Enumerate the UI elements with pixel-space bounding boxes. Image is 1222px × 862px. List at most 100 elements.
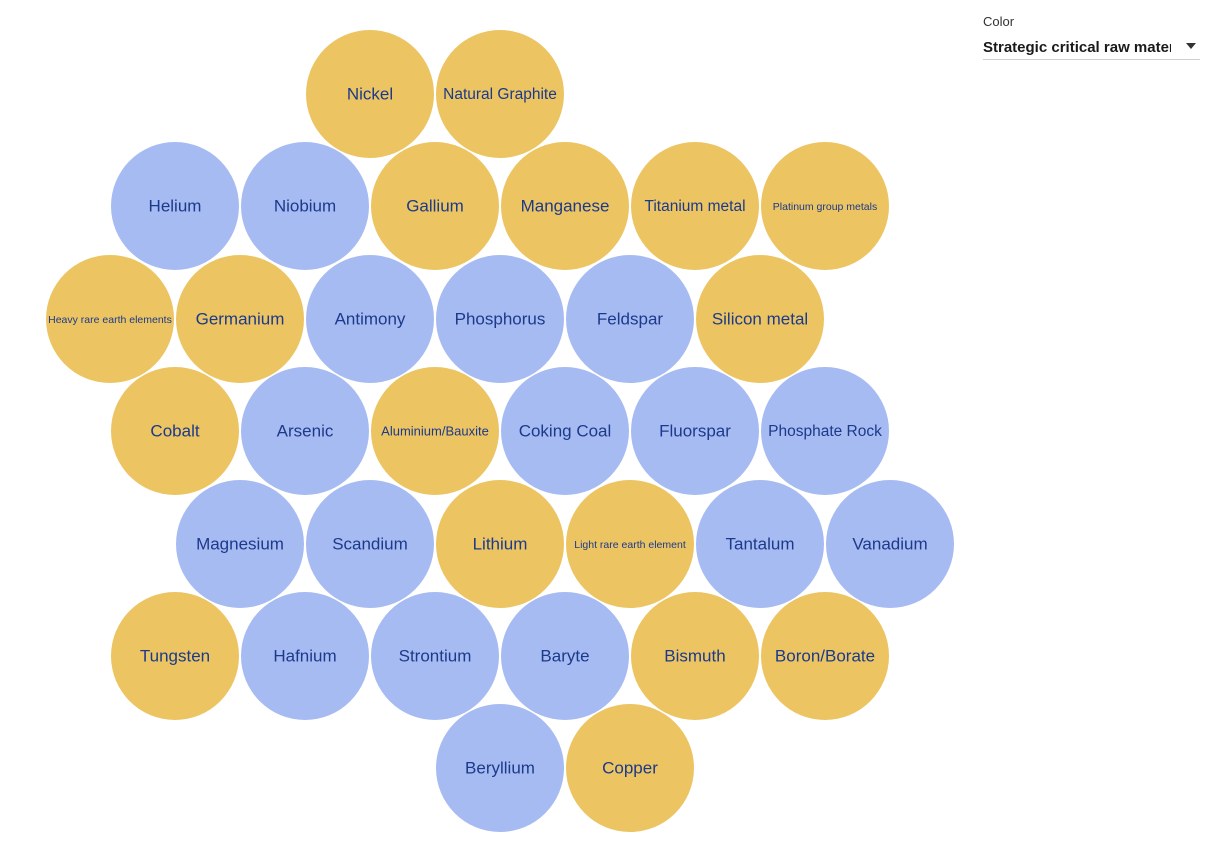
bubble-label: Heavy rare earth elements [48, 314, 172, 326]
bubble-platinum-group-metals[interactable]: Platinum group metals [761, 142, 889, 270]
bubble-phosphate-rock[interactable]: Phosphate Rock [761, 367, 889, 495]
bubble-baryte[interactable]: Baryte [501, 592, 629, 720]
bubble-label: Phosphate Rock [768, 423, 882, 440]
bubble-circle[interactable] [631, 592, 759, 720]
bubble-lithium[interactable]: Lithium [436, 480, 564, 608]
bubble-label: Copper [602, 758, 658, 777]
bubble-label: Manganese [521, 196, 610, 215]
bubble-circle[interactable] [46, 255, 174, 383]
bubble-helium[interactable]: Helium [111, 142, 239, 270]
bubble-arsenic[interactable]: Arsenic [241, 367, 369, 495]
bubble-light-rare-earth-element[interactable]: Light rare earth element [566, 480, 694, 608]
color-control: Color Strategic critical raw materials [983, 14, 1200, 60]
chevron-down-icon[interactable] [1186, 43, 1196, 49]
bubble-circle[interactable] [111, 142, 239, 270]
bubble-beryllium[interactable]: Beryllium [436, 704, 564, 832]
bubble-circle[interactable] [241, 142, 369, 270]
bubble-nickel[interactable]: Nickel [306, 30, 434, 158]
bubble-circle[interactable] [501, 142, 629, 270]
bubble-label: Feldspar [597, 309, 663, 328]
bubble-coking-coal[interactable]: Coking Coal [501, 367, 629, 495]
bubble-circle[interactable] [761, 592, 889, 720]
bubble-circle[interactable] [371, 592, 499, 720]
color-control-label: Color [983, 14, 1015, 29]
bubble-label: Hafnium [273, 646, 336, 665]
bubble-circle[interactable] [501, 367, 629, 495]
bubble-circle[interactable] [501, 592, 629, 720]
bubble-label: Nickel [347, 84, 393, 103]
bubble-label: Boron/Borate [775, 646, 875, 665]
bubble-germanium[interactable]: Germanium [176, 255, 304, 383]
bubble-circle[interactable] [436, 480, 564, 608]
bubble-bismuth[interactable]: Bismuth [631, 592, 759, 720]
bubble-circle[interactable] [111, 367, 239, 495]
bubble-manganese[interactable]: Manganese [501, 142, 629, 270]
bubble-scandium[interactable]: Scandium [306, 480, 434, 608]
bubble-fluorspar[interactable]: Fluorspar [631, 367, 759, 495]
bubble-circle[interactable] [826, 480, 954, 608]
bubble-circle[interactable] [241, 367, 369, 495]
bubble-hafnium[interactable]: Hafnium [241, 592, 369, 720]
bubble-silicon-metal[interactable]: Silicon metal [696, 255, 824, 383]
bubble-circle[interactable] [371, 142, 499, 270]
bubble-circle[interactable] [111, 592, 239, 720]
bubble-circle[interactable] [566, 255, 694, 383]
bubble-label: Titanium metal [644, 198, 745, 215]
bubble-circle[interactable] [436, 704, 564, 832]
bubble-circle[interactable] [436, 30, 564, 158]
bubble-circle[interactable] [761, 367, 889, 495]
bubble-antimony[interactable]: Antimony [306, 255, 434, 383]
bubble-label: Platinum group metals [773, 201, 877, 213]
bubble-phosphorus[interactable]: Phosphorus [436, 255, 564, 383]
bubble-circle[interactable] [241, 592, 369, 720]
bubble-strontium[interactable]: Strontium [371, 592, 499, 720]
bubble-vanadium[interactable]: Vanadium [826, 480, 954, 608]
bubble-gallium[interactable]: Gallium [371, 142, 499, 270]
bubble-circle[interactable] [371, 367, 499, 495]
bubble-label: Tungsten [140, 646, 210, 665]
bubble-label: Tantalum [726, 534, 795, 553]
bubble-label: Vanadium [852, 534, 927, 553]
bubble-titanium-metal[interactable]: Titanium metal [631, 142, 759, 270]
bubble-circle[interactable] [436, 255, 564, 383]
bubble-label: Antimony [335, 309, 406, 328]
bubble-circle[interactable] [696, 480, 824, 608]
bubble-circle[interactable] [631, 142, 759, 270]
bubble-label: Lithium [473, 534, 528, 553]
bubble-circle[interactable] [566, 480, 694, 608]
bubble-circle[interactable] [176, 480, 304, 608]
color-select[interactable]: Strategic critical raw materials [983, 35, 1200, 60]
bubble-label: Coking Coal [519, 421, 612, 440]
bubble-circle[interactable] [176, 255, 304, 383]
bubble-circle[interactable] [696, 255, 824, 383]
bubble-tantalum[interactable]: Tantalum [696, 480, 824, 608]
bubble-circle[interactable] [306, 480, 434, 608]
bubble-label: Gallium [406, 196, 464, 215]
bubble-label: Magnesium [196, 534, 284, 553]
bubble-natural-graphite[interactable]: Natural Graphite [436, 30, 564, 158]
bubble-magnesium[interactable]: Magnesium [176, 480, 304, 608]
bubble-copper[interactable]: Copper [566, 704, 694, 832]
bubble-feldspar[interactable]: Feldspar [566, 255, 694, 383]
bubble-label: Cobalt [150, 421, 199, 440]
bubble-circle[interactable] [306, 255, 434, 383]
bubble-label: Aluminium/Bauxite [381, 423, 489, 438]
bubble-label: Fluorspar [659, 421, 731, 440]
bubble-label: Strontium [399, 646, 472, 665]
bubble-circle[interactable] [761, 142, 889, 270]
bubble-cobalt[interactable]: Cobalt [111, 367, 239, 495]
bubble-label: Scandium [332, 534, 408, 553]
bubble-label: Silicon metal [712, 309, 808, 328]
bubble-niobium[interactable]: Niobium [241, 142, 369, 270]
bubble-circle[interactable] [306, 30, 434, 158]
bubble-label: Light rare earth element [574, 539, 686, 551]
bubble-label: Helium [149, 196, 202, 215]
bubble-circle[interactable] [566, 704, 694, 832]
bubble-tungsten[interactable]: Tungsten [111, 592, 239, 720]
bubble-heavy-rare-earth-elements[interactable]: Heavy rare earth elements [46, 255, 174, 383]
bubble-boron-borate[interactable]: Boron/Borate [761, 592, 889, 720]
bubble-label: Germanium [196, 309, 285, 328]
bubble-circle[interactable] [631, 367, 759, 495]
bubble-aluminium-bauxite[interactable]: Aluminium/Bauxite [371, 367, 499, 495]
